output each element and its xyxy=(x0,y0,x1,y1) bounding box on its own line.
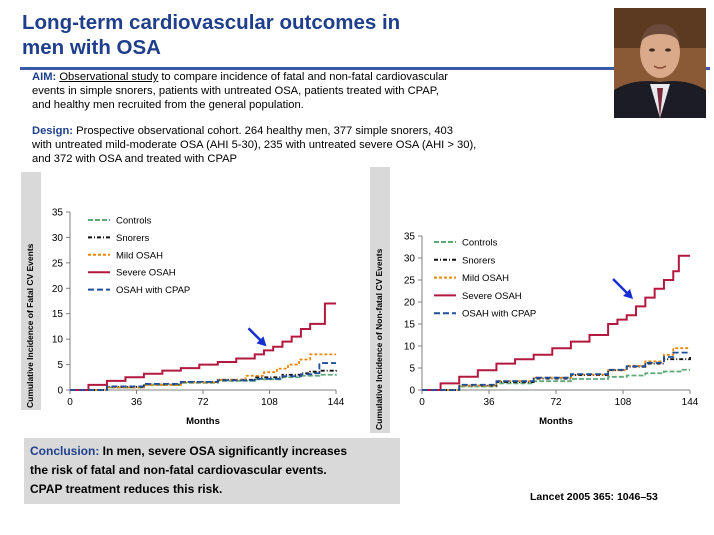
chart2-ytick-label: 15 xyxy=(404,320,416,331)
aim-label: AIM: xyxy=(32,71,57,83)
chart1-series-snorers-line xyxy=(70,369,337,391)
chart2-ytick-label: 0 xyxy=(409,386,415,397)
fatal-events-chart: 0 5 10 15 20 25 30 35 0 36 72 108 144 Months Controls S… xyxy=(52,208,345,428)
chart2-series-cpap-line xyxy=(422,351,690,391)
chart1-legend-label-severe: Severe OSAH xyxy=(116,268,176,279)
chart1-ytick-label: 35 xyxy=(52,208,64,219)
chart1-legend-label-mild: Mild OSAH xyxy=(116,250,163,261)
chart2-arrow-head xyxy=(623,289,634,299)
chart2-series-severe-line xyxy=(422,254,690,391)
title-line-1: Long-term cardiovascular outcomes in xyxy=(22,11,401,34)
chart1-ylabel: Cumulative Incidence of Fatal CV Events xyxy=(25,243,35,408)
chart2-legend-label-cpap: OSAH with CPAP xyxy=(462,309,536,320)
chart1-xtick-label: 144 xyxy=(328,397,345,408)
chart2-legend-label-mild: Mild OSAH xyxy=(462,273,509,284)
aim-line-2: events in simple snorers, patients with … xyxy=(32,85,439,97)
chart1-xtick-label: 36 xyxy=(131,397,143,408)
chart2-legend-label-controls: Controls xyxy=(462,238,498,249)
chart2-ytick-label: 5 xyxy=(409,364,415,375)
chart1-series-mild-line xyxy=(70,353,336,391)
chart1-xlabel: Months xyxy=(186,416,220,427)
chart1-legend-label-snorers: Snorers xyxy=(116,233,150,244)
chart1-legend-label-cpap: OSAH with CPAP xyxy=(116,285,190,296)
chart1-ytick-label: 30 xyxy=(52,233,64,244)
chart1-ytick-label: 10 xyxy=(52,335,64,346)
aim-underlined: Observational study xyxy=(59,71,159,83)
chart2-ylabel-panel xyxy=(370,167,390,433)
chart2-legend-label-severe: Severe OSAH xyxy=(462,291,522,302)
aim-text: AIM: Observational study to compare inci… xyxy=(32,70,612,112)
chart2-xlabel: Months xyxy=(539,416,573,427)
chart2-xtick-label: 0 xyxy=(419,397,425,408)
chart1-ylabel-panel xyxy=(21,172,41,410)
chart1-ytick-label: 15 xyxy=(52,309,64,320)
title-divider xyxy=(20,67,710,70)
chart1-series-severe-line xyxy=(70,302,336,391)
chart1-ytick-label: 0 xyxy=(57,386,63,397)
chart2-ytick-label: 35 xyxy=(404,232,416,243)
conclusion-line-3: CPAP treatment reduces this risk. xyxy=(30,482,223,496)
chart2-xtick-label: 72 xyxy=(550,397,562,408)
chart1-xtick-label: 72 xyxy=(197,397,209,408)
design-line-1: Prospective observational cohort. 264 he… xyxy=(73,125,453,137)
chart2-legend-label-snorers: Snorers xyxy=(462,255,496,266)
conclusion-box: Conclusion: In men, severe OSA significa… xyxy=(24,438,400,504)
design-text: Design: Prospective observational cohort… xyxy=(32,124,612,166)
chart1-xtick-label: 0 xyxy=(67,397,73,408)
chart2-xtick-label: 108 xyxy=(615,397,632,408)
design-line-2: with untreated mild-moderate OSA (AHI 5-… xyxy=(32,139,477,151)
chart2-xtick-label: 36 xyxy=(483,397,495,408)
conclusion-line-1: In men, severe OSA significantly increas… xyxy=(99,444,347,458)
page-title: Long-term cardiovascular outcomes in men… xyxy=(22,10,542,60)
chart1-legend-label-controls: Controls xyxy=(116,216,152,227)
chart1-xtick-label: 108 xyxy=(261,397,278,408)
chart2-series-mild-line xyxy=(422,347,690,391)
chart2-xtick-label: 144 xyxy=(682,397,699,408)
chart1-series-cpap-line xyxy=(70,362,336,391)
chart2-ytick-label: 20 xyxy=(404,298,416,309)
chart1-ytick-label: 25 xyxy=(52,258,64,269)
aim-line-1: to compare incidence of fatal and non-fa… xyxy=(158,71,449,83)
aim-line-3: and healthy men recruited from the gener… xyxy=(32,99,304,111)
design-line-3: and 372 with OSA and treated with CPAP xyxy=(32,153,238,165)
chart2-ylabel: Cumulative Incidence of Non-fatal CV Eve… xyxy=(374,248,384,430)
chart2-ytick-label: 25 xyxy=(404,276,416,287)
chart2-ytick-label: 10 xyxy=(404,342,416,353)
conclusion-label: Conclusion: xyxy=(30,444,100,458)
chart2-series-controls-line xyxy=(422,368,690,391)
conclusion-line-2: the risk of fatal and non-fatal cardiova… xyxy=(30,463,327,477)
presenter-photo xyxy=(614,8,706,118)
design-label: Design: xyxy=(32,125,74,137)
chart1-ytick-label: 5 xyxy=(57,360,63,371)
chart1-arrow-head xyxy=(256,336,267,347)
title-line-2: men with OSA xyxy=(22,36,161,59)
chart2-ytick-label: 30 xyxy=(404,254,416,265)
citation: Lancet 2005 365: 1046–53 xyxy=(530,491,658,503)
chart1-ytick-label: 20 xyxy=(52,284,64,295)
nonfatal-events-chart: 0 5 10 15 20 25 30 35 0 36 72 108 144 Months Controls S… xyxy=(404,232,699,428)
